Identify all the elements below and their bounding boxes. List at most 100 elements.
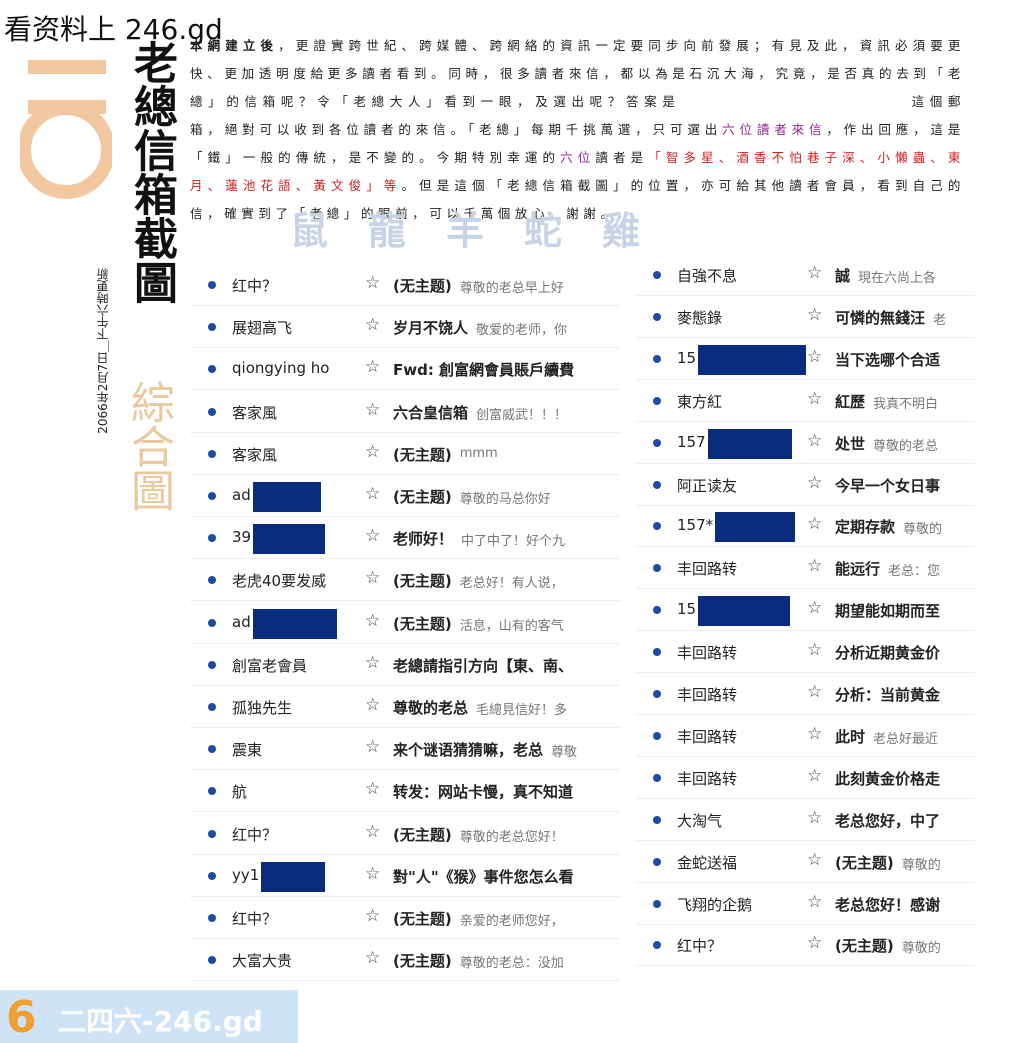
mail-row: 大富大贵 ☆ (无主题) 尊敬的老总：没加	[190, 940, 620, 982]
bullet	[208, 660, 216, 669]
bullet	[208, 745, 216, 754]
star-icon: ☆	[807, 933, 823, 954]
sender: ad	[232, 612, 251, 631]
star-icon: ☆	[365, 484, 381, 504]
subject: (无主题)	[835, 937, 894, 956]
preview: mmm	[459, 445, 498, 461]
mail-row: 15 ☆ 当下选哪个合适	[635, 338, 975, 380]
bottom-logo-text: 二四六-246.gd	[58, 1005, 263, 1038]
mail-row: qiongying ho ☆ Fwd: 創富網會員賬戶續費	[190, 349, 620, 391]
subject: (无主题)	[393, 277, 452, 295]
preview: 老	[933, 312, 947, 328]
intro-text: 六位讀者來信	[722, 122, 827, 137]
star-icon: ☆	[807, 849, 823, 870]
subject: 六合皇信箱	[393, 403, 469, 422]
subject: 老总您好，中了	[835, 811, 941, 830]
star-icon: ☆	[807, 514, 823, 535]
sender: 157	[677, 432, 706, 451]
mail-row: 157* ☆ 定期存款 尊敬的	[635, 506, 975, 548]
redaction	[698, 344, 807, 375]
bullet	[208, 365, 216, 374]
preview: 尊敬的老总您好！	[459, 829, 564, 845]
redaction	[261, 861, 326, 892]
redaction	[252, 482, 321, 512]
intro-text: 六位	[560, 150, 596, 165]
mail-row: 红中？ ☆ (无主题) 尊敬的老总您好！	[190, 813, 620, 855]
star-icon: ☆	[365, 737, 381, 758]
sender: 金蛇送福	[677, 853, 738, 872]
star-icon: ☆	[807, 430, 823, 451]
preview: 毛總見信好！多	[476, 703, 568, 718]
bullet	[653, 564, 661, 573]
sender: 157*	[677, 516, 714, 535]
sender: 红中？	[232, 277, 278, 295]
star-icon: ☆	[807, 388, 823, 409]
preview: 現在六尚上各	[858, 271, 937, 286]
mail-row: 客家風 ☆ (无主题) mmm	[190, 433, 620, 475]
mail-row: ad ☆ (无主题) 尊敬的马总你好	[190, 476, 620, 517]
sender: 丰回路转	[677, 686, 738, 704]
preview: 尊敬的	[903, 522, 943, 538]
intro-text: 本網建立後	[190, 38, 279, 53]
mail-row: 老虎40要发威 ☆ (无主题) 老总好！有人说，	[190, 560, 620, 602]
preview: 我真不明白	[873, 396, 939, 412]
bullet	[653, 690, 661, 698]
star-icon: ☆	[365, 273, 381, 293]
preview: 活息，山有的客气	[459, 618, 564, 634]
preview: 创富威武！！！	[476, 407, 568, 423]
redaction	[715, 512, 796, 543]
sender: 丰回路转	[677, 644, 738, 663]
star-icon: ☆	[365, 357, 381, 378]
bullet	[208, 956, 216, 965]
mail-row: 金蛇送福 ☆ (无主题) 尊敬的	[635, 841, 975, 883]
logo: 016	[20, 60, 112, 199]
subject: 尊敬的老总	[393, 699, 469, 717]
mail-row: 麥態錄 ☆ 可憐的無錢汪老	[635, 296, 975, 338]
preview: 尊敬的老总：没加	[459, 956, 564, 972]
subject: (无主题)	[393, 572, 452, 591]
sender: 客家風	[232, 403, 278, 422]
sender: 15	[677, 348, 697, 367]
redaction	[253, 524, 326, 555]
subject: (无主题)	[393, 445, 452, 464]
bullet	[653, 899, 661, 908]
bullet	[653, 941, 661, 950]
sender: 客家風	[232, 445, 278, 464]
bullet	[653, 354, 661, 363]
mail-row: 157 ☆ 处世 尊敬的老总	[635, 422, 975, 464]
bullet	[653, 773, 661, 782]
sender: 红中？	[232, 910, 278, 928]
sender: 丰回路转	[677, 769, 738, 788]
preview: 老总：您	[888, 564, 941, 580]
preview: 亲爱的老师您好，	[459, 914, 564, 929]
preview: 尊敬	[551, 745, 578, 761]
bullet	[208, 871, 216, 880]
subject: 当下选哪个合适	[835, 350, 941, 369]
sender: ad	[232, 486, 251, 504]
subject: 可憐的無錢汪	[835, 308, 926, 327]
subject: 期望能如期而至	[835, 602, 941, 621]
zodiac-banner: 鼠龍羊蛇雞	[290, 209, 681, 253]
subject: 岁月不饶人	[393, 319, 469, 338]
redaction	[252, 608, 337, 639]
star-icon: ☆	[807, 304, 823, 325]
subject: 分析：当前黄金	[835, 686, 941, 704]
bullet	[208, 492, 216, 500]
star-icon: ☆	[807, 723, 823, 744]
bullet	[653, 438, 661, 447]
date: 2066年2月7日＿下午六時更新	[96, 268, 110, 434]
sender: 東方紅	[677, 392, 723, 411]
subject: 此刻黄金价格走	[835, 769, 941, 788]
mail-row: 航 ☆ 转发：网站卡慢，真不知道	[190, 771, 620, 813]
redaction	[698, 596, 791, 627]
star-icon: ☆	[807, 472, 823, 493]
mail-row: 15 ☆ 期望能如期而至	[635, 590, 975, 632]
star-icon: ☆	[807, 556, 823, 577]
mail-row: 創富老會員 ☆ 老總請指引方向【東、南、	[190, 644, 620, 686]
star-icon: ☆	[807, 346, 823, 367]
mail-row: 红中？ ☆ (无主题) 尊敬的	[635, 925, 975, 967]
star-icon: ☆	[365, 399, 381, 420]
preview: 老总好最近	[873, 731, 939, 747]
subject: (无主题)	[393, 952, 452, 971]
sender: 孤独先生	[232, 699, 293, 717]
